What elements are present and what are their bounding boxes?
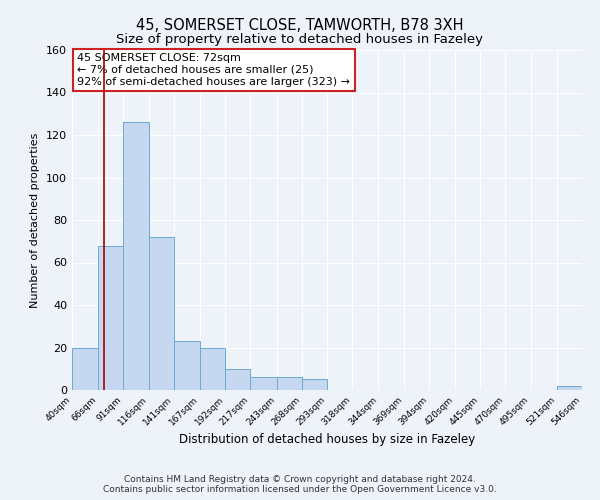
Text: Size of property relative to detached houses in Fazeley: Size of property relative to detached ho… xyxy=(116,32,484,46)
Bar xyxy=(200,348,225,390)
X-axis label: Distribution of detached houses by size in Fazeley: Distribution of detached houses by size … xyxy=(179,432,475,446)
Bar xyxy=(250,378,277,390)
Bar xyxy=(98,246,124,390)
Bar xyxy=(174,341,200,390)
Text: Contains HM Land Registry data © Crown copyright and database right 2024.
Contai: Contains HM Land Registry data © Crown c… xyxy=(103,474,497,494)
Bar xyxy=(72,348,98,390)
Bar xyxy=(149,237,174,390)
Bar xyxy=(277,378,302,390)
Bar xyxy=(225,369,250,390)
Text: 45 SOMERSET CLOSE: 72sqm
← 7% of detached houses are smaller (25)
92% of semi-de: 45 SOMERSET CLOSE: 72sqm ← 7% of detache… xyxy=(77,54,350,86)
Text: 45, SOMERSET CLOSE, TAMWORTH, B78 3XH: 45, SOMERSET CLOSE, TAMWORTH, B78 3XH xyxy=(136,18,464,32)
Bar xyxy=(557,386,582,390)
Bar xyxy=(302,380,327,390)
Y-axis label: Number of detached properties: Number of detached properties xyxy=(31,132,40,308)
Bar xyxy=(124,122,149,390)
